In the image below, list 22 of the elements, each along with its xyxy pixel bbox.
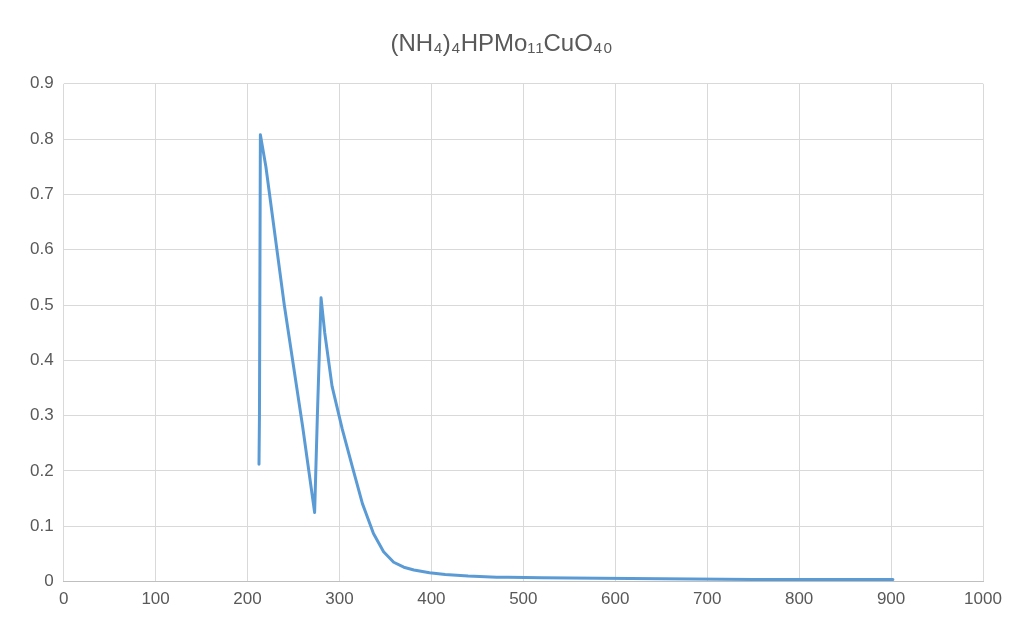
x-tick-label: 200 bbox=[233, 589, 262, 609]
y-tick-label: 0.7 bbox=[29, 184, 54, 204]
x-tick-label: 500 bbox=[509, 589, 538, 609]
y-tick-label: 0.8 bbox=[29, 128, 54, 148]
x-tick-label: 300 bbox=[325, 589, 354, 609]
x-tick-label: 1000 bbox=[964, 589, 1002, 609]
x-tick-label: 600 bbox=[601, 589, 630, 609]
y-tick-label: 0.2 bbox=[29, 460, 54, 480]
y-tick-label: 0.6 bbox=[29, 239, 54, 259]
chart-title: (NH₄)₄HPMo₁₁CuO₄₀ bbox=[390, 29, 613, 57]
x-tick-label: 400 bbox=[417, 589, 446, 609]
y-tick-label: 0.4 bbox=[29, 350, 54, 370]
x-tick-label: 700 bbox=[693, 589, 722, 609]
y-tick-label: 0 bbox=[44, 571, 54, 591]
y-tick-label: 0.5 bbox=[29, 294, 54, 314]
y-tick-label: 0.9 bbox=[29, 73, 54, 93]
x-tick-label: 0 bbox=[58, 589, 69, 609]
y-tick-label: 0.3 bbox=[29, 405, 54, 425]
y-tick-label: 0.1 bbox=[29, 515, 54, 535]
x-tick-label: 800 bbox=[784, 589, 814, 609]
x-tick-label: 900 bbox=[876, 589, 906, 609]
x-tick-label: 100 bbox=[141, 589, 170, 609]
